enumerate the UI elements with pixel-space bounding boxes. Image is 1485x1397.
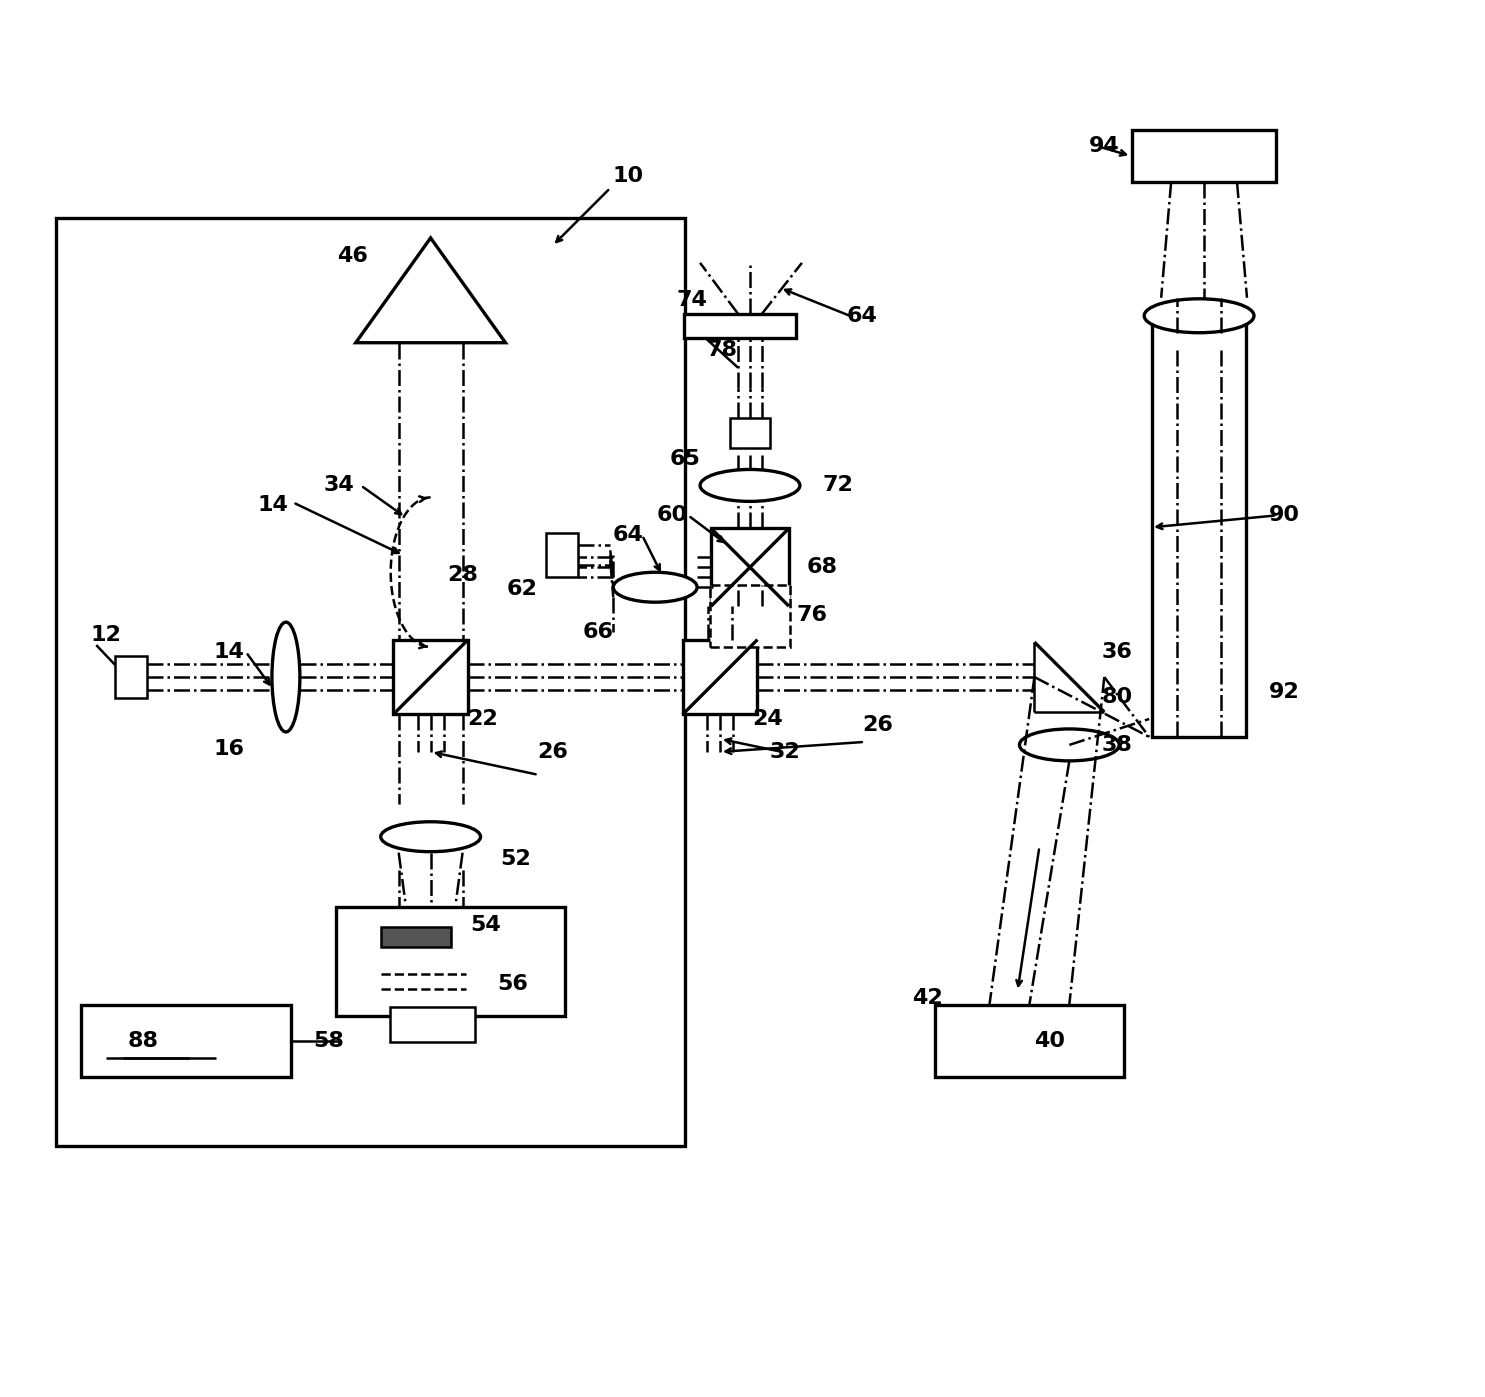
Bar [380,926,450,947]
Ellipse shape [272,622,300,732]
Text: 28: 28 [447,566,478,585]
Polygon shape [356,237,505,342]
Text: 52: 52 [500,849,530,869]
Text: 74: 74 [677,289,707,310]
Text: 54: 54 [471,915,500,935]
Bar [934,1006,1124,1077]
Text: 58: 58 [313,1031,345,1052]
Bar [394,640,468,714]
Text: 10: 10 [613,166,644,186]
Ellipse shape [1019,729,1120,761]
Text: 36: 36 [1102,643,1133,662]
Bar [683,640,757,714]
Text: 42: 42 [912,989,943,1009]
Bar [336,907,566,1017]
Text: 94: 94 [1089,136,1120,156]
Text: 26: 26 [538,742,567,761]
Text: 32: 32 [769,742,800,761]
Text: 72: 72 [823,475,854,496]
Text: 26: 26 [863,715,892,735]
Bar [710,585,790,647]
Text: 22: 22 [468,708,497,729]
Text: 62: 62 [506,580,538,599]
Text: 24: 24 [753,708,783,729]
Text: 78: 78 [707,339,738,359]
Text: 76: 76 [796,605,827,626]
Ellipse shape [613,573,696,602]
Bar [82,1006,291,1077]
Bar [685,314,796,338]
Bar [1132,130,1277,182]
Bar [731,418,769,447]
Ellipse shape [699,469,800,502]
Text: 64: 64 [846,306,878,326]
Text: 12: 12 [91,624,122,645]
Bar [391,1007,475,1042]
Text: 56: 56 [497,975,527,995]
Text: 68: 68 [806,557,838,577]
Text: 46: 46 [337,246,368,265]
Text: 14: 14 [257,496,288,515]
Text: 34: 34 [324,475,355,496]
Bar [711,528,789,606]
Text: 92: 92 [1268,682,1299,703]
Text: 65: 65 [670,450,701,469]
Text: 14: 14 [214,643,245,662]
Bar [56,218,685,1146]
Text: 88: 88 [128,1031,159,1052]
Text: 66: 66 [582,622,613,643]
Text: 40: 40 [1034,1031,1065,1052]
Bar [116,657,147,698]
Text: 90: 90 [1268,506,1299,525]
Text: 38: 38 [1102,735,1133,754]
Text: 60: 60 [656,506,688,525]
Bar [546,534,578,577]
Ellipse shape [1145,299,1253,332]
Bar [1152,317,1246,738]
Text: 80: 80 [1102,687,1133,707]
Ellipse shape [380,821,481,852]
Text: 64: 64 [613,525,643,545]
Text: 16: 16 [214,739,245,759]
